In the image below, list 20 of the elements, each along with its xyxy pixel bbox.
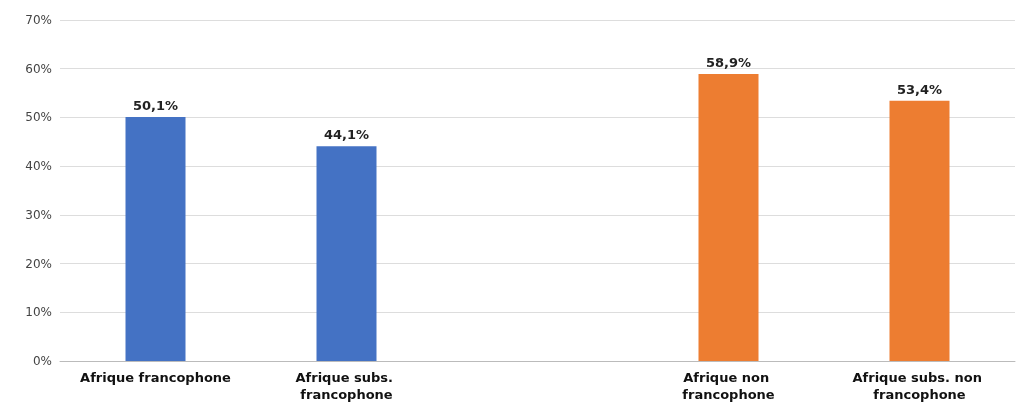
x-tick-label: Afrique francophone <box>80 370 232 385</box>
y-tick-label: 50% <box>25 110 52 125</box>
data-label: 44,1% <box>323 127 370 143</box>
bar <box>316 146 377 361</box>
x-tick-label: Afrique subs. francophone <box>295 370 398 402</box>
y-tick-label: 30% <box>25 207 52 222</box>
y-tick-label: 60% <box>25 61 52 76</box>
data-label: 58,9% <box>705 55 752 71</box>
y-tick-label: 70% <box>25 13 52 27</box>
data-label: 50,1% <box>132 97 179 113</box>
bar <box>698 74 759 361</box>
y-tick-label: 40% <box>25 159 52 174</box>
data-label: 53,4% <box>896 81 943 97</box>
bar <box>889 100 950 361</box>
y-tick-label: 10% <box>25 305 52 320</box>
bar <box>125 116 186 361</box>
x-tick-label: Afrique non francophone <box>682 370 775 402</box>
y-tick-label: 0% <box>32 354 52 368</box>
y-tick-label: 20% <box>25 256 52 271</box>
x-tick-label: Afrique subs. non francophone <box>852 370 987 402</box>
